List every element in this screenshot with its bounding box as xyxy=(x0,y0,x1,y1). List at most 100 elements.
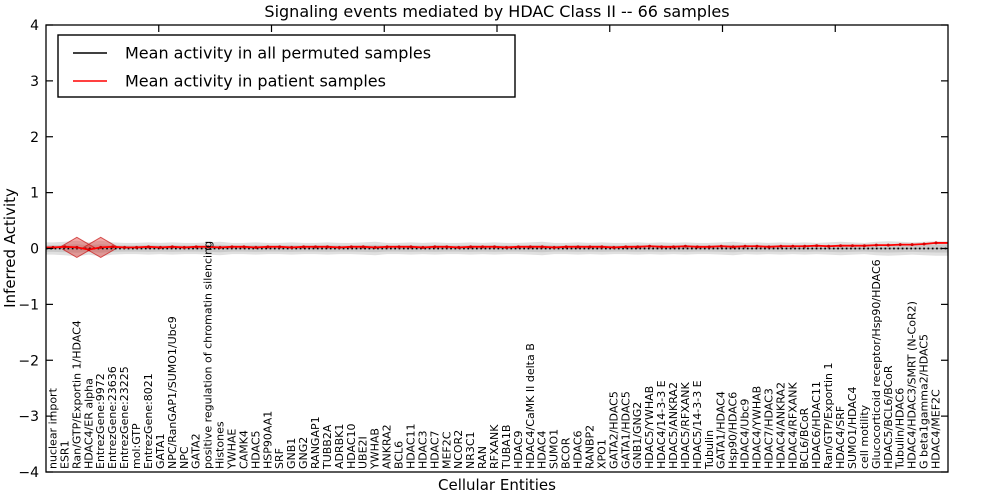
patient-point-marker xyxy=(922,242,926,246)
patient-point-marker xyxy=(409,245,413,249)
patient-point-marker xyxy=(779,244,783,248)
y-tick-label: 4 xyxy=(30,18,39,34)
x-tick-label: YWHAE xyxy=(225,429,238,470)
x-tick-label: HDAC4/SRF xyxy=(834,406,847,469)
x-tick-label: HDAC5/14-3-3 E xyxy=(691,380,704,469)
patient-point-marker xyxy=(469,245,473,249)
patient-point-marker xyxy=(791,244,795,248)
x-tick-label: HDAC5/BCL6/BCoR xyxy=(882,365,895,469)
x-tick-label: EntrezGene:23636 xyxy=(106,366,119,469)
x-tick-label: Ran/GTP/Exportin 1/HDAC4 xyxy=(70,320,83,469)
x-tick-label: HDAC4/MEF2C xyxy=(930,389,943,469)
x-tick-label: NCOR2 xyxy=(452,430,465,469)
patient-point-marker xyxy=(266,245,270,249)
x-tick-label: NPC/RanGAP1/SUMO1/Ubc9 xyxy=(166,316,179,469)
patient-point-marker xyxy=(576,245,580,249)
patient-point-marker xyxy=(564,245,568,249)
patient-point-marker xyxy=(731,245,735,249)
x-tick-label: nuclear import xyxy=(47,387,60,469)
x-tick-label: GNG2 xyxy=(297,437,310,469)
patient-point-marker xyxy=(803,244,807,248)
patient-point-marker xyxy=(230,245,234,249)
x-tick-label: HDAC3 xyxy=(416,430,429,469)
y-tick-label: −3 xyxy=(18,409,39,425)
patient-point-marker xyxy=(325,245,329,249)
patient-point-marker xyxy=(660,245,664,249)
x-tick-label: GATA1 xyxy=(154,433,167,469)
x-tick-label: HDAC4 xyxy=(536,430,549,469)
x-tick-label: CAMK4 xyxy=(237,430,250,469)
patient-point-marker xyxy=(707,245,711,249)
patient-point-marker xyxy=(671,245,675,249)
x-tick-label: Tubulin xyxy=(703,430,716,470)
patient-point-marker xyxy=(314,245,318,249)
x-tick-label: RFXANK xyxy=(488,424,501,469)
y-axis-label: Inferred Activity xyxy=(1,188,19,308)
x-tick-label: Glucocorticoid receptor/Hsp90/HDAC6 xyxy=(870,259,883,469)
patient-point-marker xyxy=(433,245,437,249)
legend-box xyxy=(57,34,516,98)
y-tick-label: −1 xyxy=(18,297,39,313)
patient-point-marker xyxy=(302,245,306,249)
x-tick-label: YWHAB xyxy=(369,428,382,470)
patient-point-marker xyxy=(361,245,365,249)
patient-point-marker xyxy=(397,245,401,249)
patient-point-marker xyxy=(337,245,341,249)
x-tick-label: XPO1 xyxy=(595,439,608,469)
x-tick-label: HDAC5/YWHAB xyxy=(643,386,656,469)
patient-point-marker xyxy=(493,245,496,249)
patient-point-marker xyxy=(87,248,91,252)
patient-point-marker xyxy=(75,245,79,249)
x-tick-label: HDAC5/RFXANK xyxy=(679,381,692,469)
y-tick-label: 3 xyxy=(30,74,39,90)
x-tick-label: SUMO1 xyxy=(548,429,561,469)
patient-point-marker xyxy=(111,245,115,249)
x-tick-label: ESR1 xyxy=(58,440,71,469)
patient-point-marker xyxy=(99,245,103,249)
x-tick-label: BCOR xyxy=(560,437,573,469)
patient-point-marker xyxy=(504,245,508,249)
x-tick-label: G beta1gamma2/HDAC5 xyxy=(918,334,931,469)
y-tick-label: 2 xyxy=(30,130,39,146)
x-tick-label: GATA1/HDAC4 xyxy=(715,391,728,469)
x-tick-label: TUBA1B xyxy=(500,425,513,470)
patient-point-marker xyxy=(755,244,759,248)
patient-point-marker xyxy=(218,245,222,249)
axis-ticks xyxy=(46,24,948,473)
x-tick-label: ANKRA2 xyxy=(381,424,394,469)
patient-point-marker xyxy=(827,244,831,248)
patient-point-marker xyxy=(516,245,520,249)
x-tick-label: cell motility xyxy=(858,404,871,469)
patient-point-marker xyxy=(349,245,353,249)
patient-point-marker xyxy=(636,245,640,249)
x-tick-label: SUMO1/HDAC4 xyxy=(846,387,859,469)
legend-label-patient: Mean activity in patient samples xyxy=(125,72,386,91)
x-tick-label: HDAC4/HDAC3/SMRT (N-CoR2) xyxy=(906,301,919,469)
x-tick-label: HDAC11 xyxy=(404,423,417,469)
x-tick-label: SRF xyxy=(273,448,286,469)
patient-point-marker xyxy=(612,245,616,249)
patient-point-marker xyxy=(421,245,425,249)
patient-point-marker xyxy=(194,245,198,249)
patient-point-marker xyxy=(373,245,377,249)
patient-point-marker xyxy=(254,245,258,249)
x-tick-label: HDAC4/YWHAB xyxy=(751,386,764,469)
legend: Mean activity in all permuted samples Me… xyxy=(57,34,516,98)
x-tick-label: HDAC7/HDAC3 xyxy=(762,388,775,469)
patient-point-marker xyxy=(648,244,652,248)
x-tick-label: EntrezGene:9972 xyxy=(94,373,107,469)
x-tick-label: HDAC6 xyxy=(572,430,585,469)
patient-point-marker xyxy=(528,245,532,249)
x-tick-label: BCL6/BCoR xyxy=(798,407,811,469)
patient-point-marker xyxy=(683,244,687,248)
patient-point-marker xyxy=(719,244,723,248)
x-tick-label: TUBB2A xyxy=(321,424,334,470)
x-tick-label: UBE2I xyxy=(357,436,370,469)
patient-point-marker xyxy=(63,245,67,249)
x-tick-label: HDAC4/Ubc9 xyxy=(739,399,752,469)
patient-point-marker xyxy=(886,243,890,247)
patient-point-marker xyxy=(839,244,843,248)
x-tick-label: HSP90AA1 xyxy=(261,411,274,469)
